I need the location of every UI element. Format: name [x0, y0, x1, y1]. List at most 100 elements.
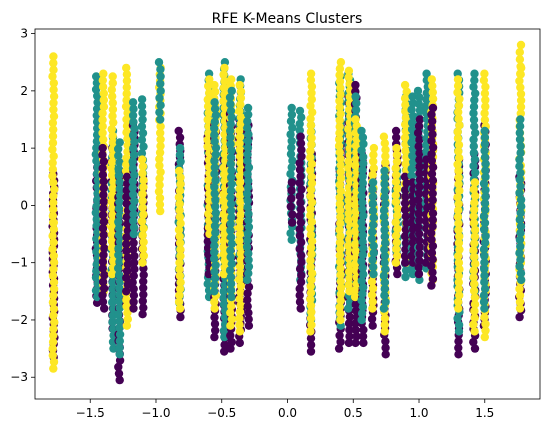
data-point — [297, 113, 306, 122]
data-point — [99, 204, 108, 213]
data-point — [155, 93, 164, 103]
data-point — [297, 185, 306, 194]
data-point — [49, 225, 58, 234]
data-point — [210, 332, 219, 342]
y-tick-label: 2 — [20, 84, 28, 98]
data-point — [137, 102, 147, 111]
data-point — [336, 315, 345, 325]
data-point — [336, 90, 345, 99]
data-point — [139, 142, 148, 151]
data-point — [454, 107, 463, 117]
data-point — [99, 217, 109, 226]
data-point — [175, 150, 185, 160]
data-point — [336, 244, 345, 254]
data-point — [108, 105, 118, 114]
data-point — [48, 351, 57, 360]
data-point — [211, 195, 220, 205]
data-point — [122, 89, 131, 98]
data-point — [235, 191, 245, 200]
data-point — [392, 150, 402, 160]
data-point — [428, 215, 437, 224]
data-point — [358, 263, 367, 272]
data-point — [344, 163, 353, 173]
data-point — [122, 172, 132, 181]
data-point — [130, 265, 139, 274]
data-point — [129, 291, 139, 300]
data-point — [244, 282, 254, 292]
data-point — [470, 279, 479, 289]
data-point — [295, 119, 304, 129]
x-axis: −1.5 −1.0 −0.5 0.0 0.5 1.0 1.5 — [76, 399, 494, 420]
data-point — [515, 262, 524, 271]
data-point — [98, 257, 108, 266]
data-point — [235, 314, 244, 323]
data-point — [454, 284, 463, 294]
data-point — [137, 149, 147, 158]
data-point — [358, 205, 367, 214]
data-point — [155, 193, 165, 203]
data-point — [244, 315, 253, 324]
data-point — [479, 212, 489, 221]
data-point — [516, 69, 525, 78]
data-point — [391, 126, 401, 136]
data-point — [401, 245, 410, 254]
data-point — [428, 222, 437, 231]
data-point — [244, 110, 253, 119]
data-point — [235, 106, 244, 116]
data-point — [91, 208, 101, 217]
data-point — [516, 40, 526, 50]
data-point — [359, 338, 368, 348]
data-point — [427, 123, 436, 132]
data-point — [48, 132, 58, 141]
data-point — [129, 258, 139, 267]
data-point — [107, 85, 117, 94]
data-point — [480, 139, 490, 149]
data-point — [415, 93, 424, 102]
data-point — [226, 286, 236, 295]
data-point — [236, 301, 245, 310]
data-point — [235, 145, 245, 155]
data-point — [286, 149, 296, 159]
data-point — [98, 237, 108, 246]
data-point — [344, 209, 353, 218]
data-point — [379, 206, 389, 215]
data-point — [306, 191, 315, 201]
data-point — [380, 258, 389, 267]
data-point — [227, 113, 236, 122]
data-point — [286, 229, 295, 238]
data-point — [428, 189, 437, 198]
data-point — [480, 258, 489, 267]
data-point — [138, 169, 147, 178]
data-point — [175, 166, 184, 176]
data-point — [480, 109, 489, 118]
data-point — [454, 219, 463, 228]
data-point — [155, 161, 164, 170]
data-point — [121, 102, 131, 111]
data-point — [98, 128, 107, 138]
data-point — [236, 119, 246, 129]
data-point — [515, 175, 524, 184]
data-point — [392, 238, 401, 247]
data-point — [469, 185, 478, 194]
data-point — [470, 300, 480, 309]
data-point — [243, 143, 253, 152]
data-point — [226, 139, 235, 149]
data-point — [122, 154, 131, 163]
data-point — [336, 264, 345, 273]
data-point — [156, 135, 165, 144]
scatter-points — [48, 40, 526, 385]
data-point — [454, 140, 464, 150]
data-point — [335, 135, 344, 144]
data-point — [114, 310, 123, 319]
data-point — [454, 199, 463, 208]
data-point — [236, 204, 246, 213]
data-point — [225, 266, 235, 275]
data-point — [393, 269, 402, 279]
data-point — [48, 171, 57, 181]
data-point — [393, 204, 402, 213]
data-point — [336, 232, 345, 241]
data-point — [407, 171, 416, 180]
data-point — [407, 164, 416, 174]
data-point — [359, 283, 368, 292]
data-point — [480, 126, 489, 136]
